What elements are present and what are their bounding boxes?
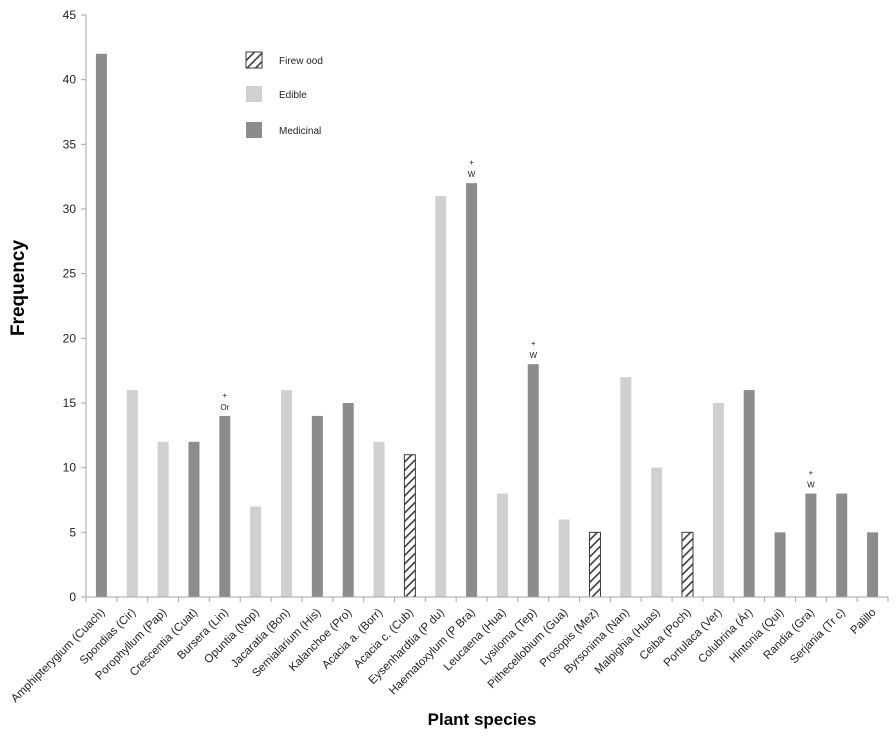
x-tick-label: Opuntia (Nop) [202,607,262,667]
bar-medicinal [466,183,478,597]
legend-swatch [246,122,262,138]
x-tick-label: Palillo [849,607,879,637]
bar-medicinal [188,441,200,597]
annotation-marker: + [222,391,227,400]
y-tick-label: 10 [63,461,77,475]
y-tick-label: 45 [63,8,77,22]
bar-firew-ood [681,531,694,598]
bar-edible [250,506,262,597]
bar-edible [496,493,508,597]
bar-medicinal [836,493,848,597]
legend-label: Edible [279,90,307,101]
bar-edible [620,377,632,597]
x-tick-label: Colubrina (Ár) [696,606,756,666]
y-tick-label: 35 [63,137,77,151]
annotation-marker: + [809,469,814,478]
y-tick-label: 0 [69,590,76,604]
y-tick-label: 25 [63,267,77,281]
bar-edible [651,467,663,597]
y-axis-title: Frequency [8,240,29,337]
axes-layer [85,15,888,598]
bar-medicinal [342,403,354,597]
bar-edible [435,196,447,598]
bar-medicinal [743,390,755,597]
legend: Firew ood Edible Medicinal [245,51,323,138]
x-tick-label: Serjania (Tr c) [788,607,848,667]
y-ticks: 0 5 10 15 20 25 30 35 40 45 [63,8,889,604]
x-tick-labels: Amphipterygium (Cuach)Spondias (Cir)Poro… [9,606,879,705]
bar-medicinal [95,53,107,598]
annotation-label: W [529,351,537,360]
bar-annotations: + Or + W + W + W [220,158,815,489]
x-axis-title: Plant species [428,710,537,729]
y-tick-label: 30 [63,202,77,216]
bar-edible [373,441,385,597]
bar-medicinal [219,415,231,597]
bar-medicinal [867,532,879,597]
legend-swatch [246,86,262,102]
annotation-marker: + [531,339,536,348]
annotation-marker: + [469,158,474,167]
x-tick-label: Hintonia (Qui) [728,607,787,666]
legend-label: Medicinal [279,126,321,137]
bar-edible [712,403,724,597]
bar-edible [558,519,570,597]
bar-edible [126,390,138,597]
annotation-label: W [468,170,476,179]
bar-medicinal [527,364,539,597]
y-tick-label: 40 [63,73,77,87]
bar-edible [157,441,169,597]
bar-medicinal [805,493,817,597]
bar-firew-ood [588,531,601,598]
bar-medicinal [774,532,786,597]
bar-edible [281,390,292,597]
annotation-label: Or [220,403,229,412]
bar-medicinal [311,415,323,597]
y-tick-label: 15 [63,396,77,410]
annotation-label: W [807,481,815,490]
y-tick-label: 20 [63,331,77,345]
legend-label: Firew ood [279,56,323,67]
legend-swatch [245,51,263,69]
y-tick-label: 5 [69,525,76,539]
bars-layer [95,53,879,598]
bar-firew-ood [403,454,416,598]
